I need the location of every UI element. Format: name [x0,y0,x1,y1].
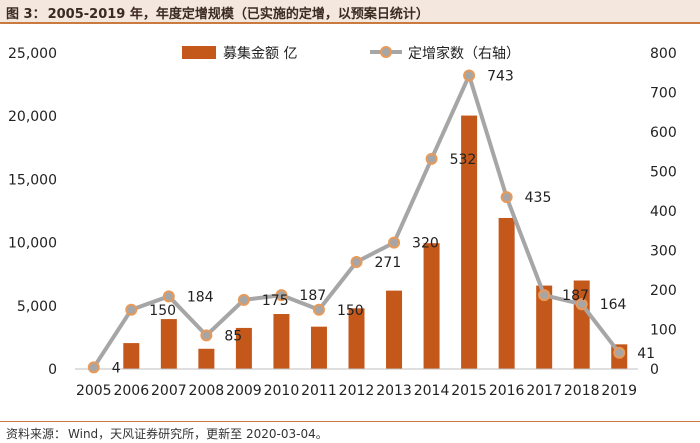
line-data-label: 4 [112,360,121,376]
right-axis-tick-label: 200 [650,283,677,299]
x-axis-tick-label: 2008 [189,383,225,399]
line-point [575,298,588,311]
bar [423,243,440,369]
bar [198,348,215,369]
line-data-label: 320 [412,236,439,252]
x-axis-tick-label: 2016 [489,383,525,399]
bar [160,319,177,369]
bar [273,314,290,369]
bar [498,217,515,369]
source-label: 资料来源： [6,427,67,441]
right-axis-tick-label: 300 [650,244,677,260]
source-note: 资料来源： Wind，天风证券研究所，更新至 2020-03-04。 [6,425,330,442]
line-point [200,329,213,342]
line-point [312,303,325,316]
figure-title-bar: 图 3： 2005-2019 年，年度定增规模（已实施的定增，以预案日统计） [0,0,700,22]
left-axis-tick-label: 10,000 [8,236,57,252]
line-point [388,236,401,249]
right-axis: 0 100 200 300 400 500 600 700 800 [650,46,677,378]
legend-line-label: 定增家数（右轴） [408,45,520,62]
line-point [538,289,551,302]
line-point [237,293,250,306]
right-axis-tick-label: 100 [650,323,677,339]
right-axis-tick-label: 500 [650,165,677,181]
line-data-label: 85 [224,328,242,344]
bar-series [123,115,628,370]
left-axis-tick-label: 0 [48,362,57,378]
line-point [275,289,288,302]
line-point [425,152,438,165]
legend-bar-label: 募集金额 亿 [223,45,297,62]
line-point [162,290,175,303]
bar [235,327,252,369]
bar [123,343,140,369]
x-axis-tick-label: 2007 [151,383,187,399]
x-axis-labels: 2005 2006 2007 2008 2009 2010 2011 2012 2013 2014… [76,383,637,399]
line-point [613,346,626,359]
left-axis-tick-label: 20,000 [8,109,57,125]
x-axis-tick-label: 2015 [451,383,487,399]
bar [348,308,365,369]
line-data-label: 532 [450,152,477,168]
line-point [350,255,363,268]
line-data-label: 435 [525,190,552,206]
bar [536,285,553,369]
x-axis-tick-label: 2014 [414,383,450,399]
x-axis-tick-label: 2012 [339,383,375,399]
x-axis-tick-label: 2013 [376,383,412,399]
figure-title: 2005-2019 年，年度定增规模（已实施的定增，以预案日统计） [47,7,429,22]
line-point [87,361,100,374]
line-point [463,69,476,82]
bar [310,326,327,369]
line-data-label: 187 [562,288,589,304]
x-axis-tick-label: 2019 [601,383,637,399]
line-data-label: 164 [600,297,627,313]
right-axis-tick-label: 600 [650,125,677,141]
legend: 募集金额 亿 定增家数（右轴） [182,45,520,62]
x-axis-tick-label: 2006 [113,383,149,399]
line-data-label: 184 [187,289,214,305]
x-axis-tick-label: 2009 [226,383,262,399]
right-axis-tick-label: 800 [650,46,677,62]
line-data-label: 175 [262,293,289,309]
bottom-rule [0,421,700,422]
left-axis-tick-label: 5,000 [17,299,57,315]
right-axis-tick-label: 700 [650,86,677,102]
line-data-label: 41 [637,346,655,362]
right-axis-tick-label: 400 [650,204,677,220]
x-axis-tick-label: 2017 [526,383,562,399]
line-series: 4 150 184 85 175 187 150 271 320 532 743 435 187 164 4… [87,69,655,376]
right-axis-tick-label: 0 [650,362,659,378]
figure-label: 图 3： [6,7,46,22]
line-data-label: 150 [149,303,176,319]
bar [386,290,403,369]
line-data-label: 743 [487,69,514,85]
x-axis-tick-label: 2005 [76,383,112,399]
line-point [500,191,513,204]
legend-bar-swatch [182,46,216,59]
chart: 0 5,000 10,000 15,000 20,000 25,000 0 100 200 30… [8,45,677,399]
title-rule [0,22,700,24]
line-data-label: 150 [337,303,364,319]
left-axis-tick-label: 25,000 [8,46,57,62]
line-data-label: 187 [299,288,326,304]
left-axis-tick-label: 15,000 [8,172,57,188]
bar [461,115,478,370]
x-axis-tick-label: 2018 [564,383,600,399]
line-point [125,303,138,316]
line-data-label: 271 [375,255,402,271]
legend-line-marker [380,46,392,58]
x-axis-tick-label: 2011 [301,383,337,399]
source-text: Wind，天风证券研究所，更新至 2020-03-04。 [68,427,328,441]
left-axis: 0 5,000 10,000 15,000 20,000 25,000 [8,46,57,378]
x-axis-tick-label: 2010 [264,383,300,399]
